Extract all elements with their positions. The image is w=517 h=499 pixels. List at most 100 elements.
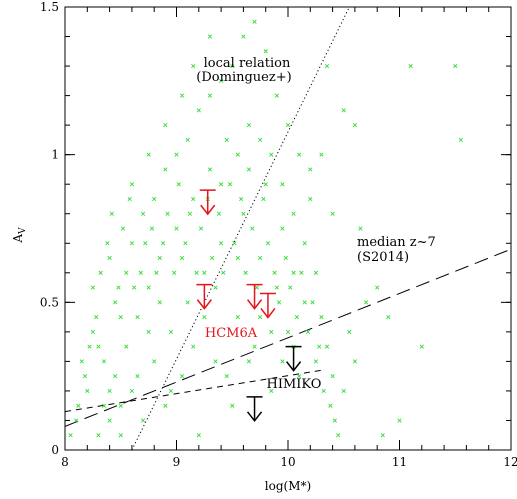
data-point — [129, 388, 135, 394]
data-point-stroke — [265, 241, 271, 246]
data-point — [324, 63, 330, 69]
data-point — [135, 374, 140, 379]
data-point — [163, 123, 168, 128]
data-point — [107, 388, 112, 394]
data-point-stroke — [179, 374, 185, 379]
data-point — [419, 344, 424, 349]
hcm6a-upper-limit — [196, 283, 213, 310]
annotation-dominguez: (Dominguez+) — [196, 70, 291, 85]
data-point — [224, 374, 229, 379]
data-point — [129, 241, 135, 246]
data-point — [308, 167, 313, 172]
himiko-upper-limit-head — [285, 361, 302, 372]
data-point — [261, 196, 266, 202]
data-point-stroke — [305, 329, 311, 334]
data-point-stroke — [235, 314, 240, 320]
data-point-stroke — [216, 211, 221, 216]
data-point-stroke — [235, 152, 240, 157]
data-point-stroke — [154, 270, 159, 275]
data-point — [280, 226, 285, 231]
data-point-stroke — [250, 226, 255, 231]
annotation-himiko: HIMIKO — [267, 377, 322, 392]
data-point-stroke — [321, 388, 326, 394]
data-point — [302, 241, 307, 246]
data-point — [168, 329, 174, 334]
data-point-stroke — [285, 329, 291, 334]
data-point-stroke — [299, 270, 304, 275]
data-point-stroke — [179, 255, 185, 261]
data-point-stroke — [336, 433, 341, 438]
data-point-stroke — [135, 374, 140, 379]
data-point — [140, 211, 146, 216]
y-tick-label: 1.5 — [40, 0, 59, 14]
data-point-stroke — [146, 285, 151, 290]
data-point — [163, 403, 168, 408]
data-point — [207, 34, 213, 39]
data-point-stroke — [332, 418, 337, 423]
y-axis-title-main: A — [11, 234, 25, 244]
data-point — [246, 359, 252, 364]
data-point — [358, 226, 363, 231]
data-point — [328, 403, 333, 408]
data-point-stroke — [283, 255, 288, 261]
data-point — [172, 270, 177, 275]
data-point — [397, 418, 402, 423]
hcm6a-upper-limit-head — [196, 299, 212, 310]
data-point-stroke — [146, 329, 151, 334]
data-point — [98, 270, 103, 275]
data-point — [319, 152, 324, 157]
data-point — [68, 433, 73, 438]
data-point — [152, 196, 157, 202]
data-point — [321, 388, 326, 394]
data-point — [265, 241, 271, 246]
x-tick-label: 10 — [280, 455, 295, 469]
data-point-stroke — [68, 433, 73, 438]
data-point-stroke — [101, 359, 107, 364]
data-point — [218, 182, 224, 187]
data-point-stroke — [258, 255, 263, 261]
data-point — [196, 433, 201, 438]
data-point-stroke — [280, 182, 285, 187]
data-point — [202, 314, 207, 320]
data-point — [90, 329, 95, 334]
data-point-stroke — [129, 182, 135, 187]
data-point — [254, 285, 259, 290]
data-point — [191, 344, 196, 349]
reference-lines — [65, 7, 511, 450]
data-point-stroke — [98, 270, 103, 275]
data-point-stroke — [297, 374, 302, 379]
data-point — [235, 152, 240, 157]
data-point-stroke — [235, 255, 240, 261]
data-point — [94, 314, 99, 320]
data-point-stroke — [161, 241, 166, 246]
data-point — [135, 314, 140, 320]
data-point — [330, 211, 335, 216]
data-point — [207, 167, 213, 172]
data-point-stroke — [163, 403, 168, 408]
data-point — [187, 211, 192, 216]
data-point-stroke — [324, 63, 330, 69]
data-point-stroke — [218, 78, 224, 83]
data-point — [82, 374, 88, 379]
data-point-stroke — [352, 359, 358, 364]
data-point — [152, 359, 157, 364]
data-point-stroke — [375, 285, 380, 290]
data-point-stroke — [113, 300, 118, 305]
data-point-stroke — [269, 388, 274, 394]
data-point-stroke — [85, 388, 90, 394]
data-point — [230, 403, 235, 408]
data-point-stroke — [274, 93, 279, 98]
data-point — [118, 403, 123, 408]
data-point — [185, 300, 190, 305]
data-point — [183, 241, 188, 246]
data-point-stroke — [124, 344, 129, 349]
data-point-stroke — [163, 123, 168, 128]
data-point-stroke — [341, 388, 346, 394]
data-point-stroke — [140, 211, 146, 216]
y-tick-label: 0 — [51, 443, 59, 457]
data-point-stroke — [458, 137, 463, 143]
data-point-stroke — [302, 241, 307, 246]
data-point-stroke — [165, 211, 170, 216]
data-point — [194, 270, 199, 275]
data-point-stroke — [143, 241, 148, 246]
